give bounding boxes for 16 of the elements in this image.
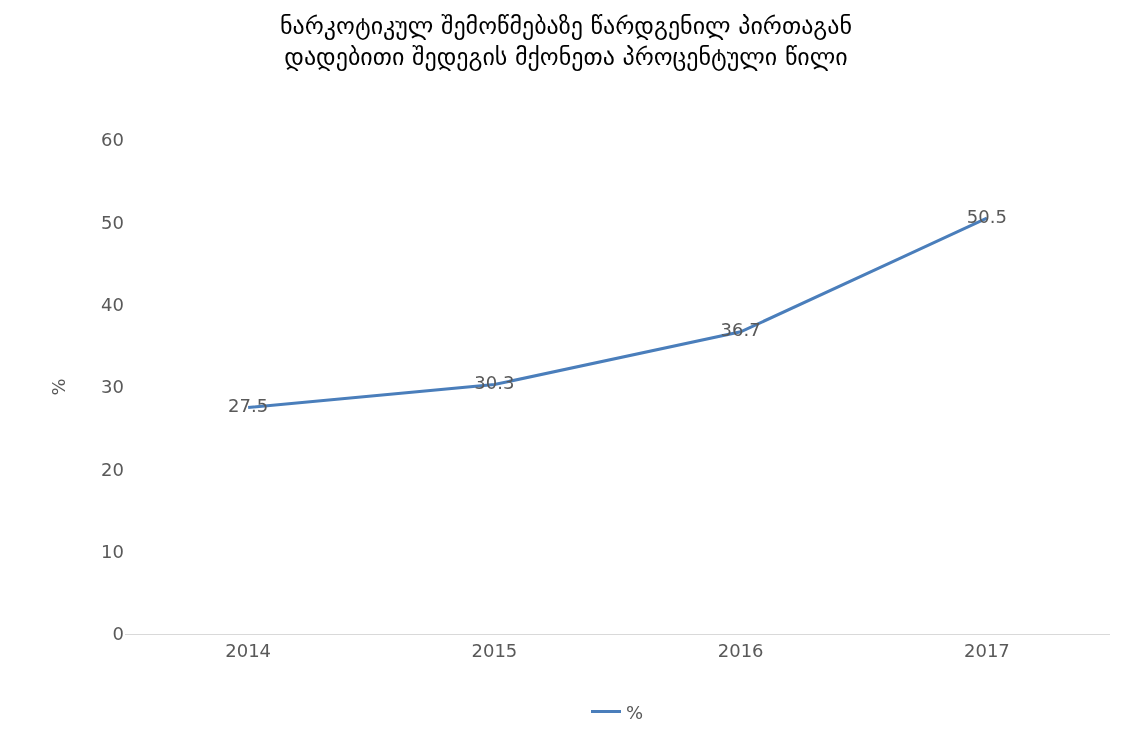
x-tick-label: 2014 [225,639,272,661]
y-axis-title: % [48,378,70,396]
y-tick-label: 50 [101,211,124,233]
x-tick-label: 2016 [717,639,764,661]
y-tick-label: 20 [101,458,124,480]
legend-label: % [626,701,644,723]
y-tick-label: 0 [112,623,124,645]
y-tick-label: 60 [101,129,124,151]
y-tick-label: 10 [101,540,124,562]
y-tick-label: 40 [101,293,124,315]
x-tick-label: 2017 [963,639,1010,661]
chart-title: ნარკოტიკულ შემოწმებაზე წარდგენილ პირთაგან დადებითი შედეგის მქონეთა პროცენტული წილი [279,12,853,72]
y-tick-label: 30 [101,376,124,398]
data-label: 50.5 [966,205,1007,227]
data-label: 27.5 [228,395,269,417]
x-tick-label: 2015 [471,639,518,661]
